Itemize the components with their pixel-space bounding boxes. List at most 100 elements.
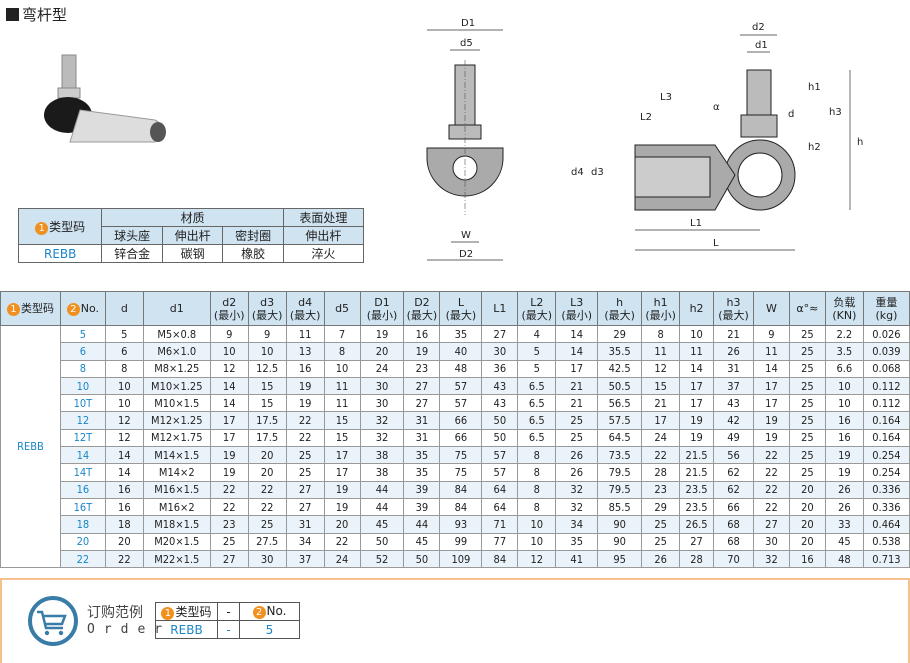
cell: 26 <box>824 480 864 499</box>
section-title: 弯杆型 <box>6 4 67 25</box>
cell: 8 <box>517 446 557 465</box>
cell: 28 <box>641 463 681 482</box>
cell: 0.068 <box>862 359 910 378</box>
column-header: h1 (最小) <box>641 291 681 326</box>
cell: 12 <box>641 359 681 378</box>
cell: 20 <box>104 532 144 551</box>
cell: 23 <box>641 480 681 499</box>
cell: 24 <box>641 428 681 448</box>
cell: 73.5 <box>597 446 643 465</box>
cell: 35 <box>439 324 483 344</box>
label-L3: L3 <box>660 92 672 103</box>
no-cell: 18 <box>59 515 106 534</box>
sub-header: 密封圈 <box>222 226 284 245</box>
table-row: 16 16 M16×1.5 22 22 27 19 44 39 84 64 8 32 79.5 23 23.5… <box>1 480 910 499</box>
cell: 5 <box>104 324 144 344</box>
cell: M14×2 <box>142 463 211 482</box>
cell: 22 <box>752 480 790 499</box>
cell: 50 <box>359 532 405 551</box>
cell: 12 <box>104 411 144 430</box>
cell: 8 <box>323 342 361 361</box>
table-row: 10 10 M10×1.25 14 15 19 11 30 27 57 43 6.5 21 50.5 15 1… <box>1 376 910 396</box>
cell: 26 <box>824 497 864 517</box>
table-row: 18 18 M18×1.5 23 25 31 20 45 44 93 71 10 34 90 25 26.5 6… <box>1 515 910 534</box>
order-example: 订购范例 Order 1 类型码 -2 No. REBB -5 <box>0 578 910 663</box>
cell: M14×1.5 <box>142 446 211 465</box>
cell: 45 <box>359 515 405 534</box>
cell: 90 <box>597 532 643 551</box>
cell: M12×1.75 <box>142 428 211 448</box>
cell: 34 <box>285 532 325 551</box>
order-title-en: Order <box>87 622 172 637</box>
cell: 25 <box>788 463 826 482</box>
cell: 38 <box>359 463 405 482</box>
cell: 39 <box>403 480 441 499</box>
cell: 14 <box>104 463 144 482</box>
cell: 10 <box>209 342 249 361</box>
cell: 25 <box>641 515 681 534</box>
cell: 19 <box>209 446 249 465</box>
cell: 17 <box>323 446 361 465</box>
cell: 17 <box>752 376 790 396</box>
cell: 22 <box>209 497 249 517</box>
cell: 84 <box>439 480 483 499</box>
column-header: 重量 (kg) <box>862 291 910 326</box>
product-photo <box>44 54 166 143</box>
cell: 56.5 <box>597 394 643 413</box>
dash: - <box>217 620 240 639</box>
dash: - <box>217 602 240 621</box>
cell: 20 <box>788 480 826 499</box>
cell: 68 <box>713 515 754 534</box>
cell: 27 <box>403 376 441 396</box>
cell: 0.464 <box>862 515 910 534</box>
cell: 9 <box>247 324 287 344</box>
no-cell: 6 <box>59 342 106 361</box>
cell: 20 <box>359 342 405 361</box>
cell: 31 <box>713 359 754 378</box>
label-d1: d1 <box>755 40 768 51</box>
cell: 34 <box>555 515 599 534</box>
square-bullet-icon <box>6 8 19 21</box>
no-cell: 22 <box>59 549 106 569</box>
cell: 27 <box>481 324 519 344</box>
cell: 32 <box>359 411 405 430</box>
label-L: L <box>713 238 719 249</box>
no-cell: 16T <box>59 497 106 517</box>
cell: M10×1.5 <box>142 394 211 413</box>
cell: 5 <box>517 342 557 361</box>
cell: 10 <box>104 376 144 396</box>
cell: 5 <box>517 359 557 378</box>
cell: 99 <box>439 532 483 551</box>
cell: 22 <box>641 446 681 465</box>
table-row: 8 8 M8×1.25 12 12.5 16 10 24 23 48 36 5 17 42.5 12 14 31… <box>1 359 910 378</box>
cell: 12 <box>104 428 144 448</box>
label-D2: D2 <box>459 249 473 260</box>
cell: 20 <box>323 515 361 534</box>
table-row: 12 12 M12×1.25 17 17.5 22 15 32 31 66 50 6.5 25 57.5 1… <box>1 411 910 430</box>
order-title-cn: 订购范例 <box>87 605 143 621</box>
cell: 79.5 <box>597 463 643 482</box>
cell: 0.336 <box>862 480 910 499</box>
column-header: d1 <box>142 291 211 326</box>
cell: 75 <box>439 463 483 482</box>
cell: 17 <box>679 376 715 396</box>
column-header: L3 (最小) <box>555 291 599 326</box>
cell: 31 <box>403 428 441 448</box>
cell: M6×1.0 <box>142 342 211 361</box>
column-header: h (最大) <box>597 291 643 326</box>
cell: 43 <box>481 394 519 413</box>
cell: 15 <box>247 376 287 396</box>
cell: 62 <box>713 480 754 499</box>
cell: 淬火 <box>282 244 365 263</box>
cell: 37 <box>713 376 754 396</box>
cell: 30 <box>247 549 287 569</box>
table-row: 6 6 M6×1.0 10 10 13 8 20 19 40 30 5 14 35.5 11 11 26 11 25… <box>1 342 910 361</box>
cell: 6.5 <box>517 394 557 413</box>
cell: 14 <box>209 376 249 396</box>
cell: 19 <box>323 480 361 499</box>
cell: 50 <box>403 549 441 569</box>
label-L2: L2 <box>640 112 652 123</box>
cell: 19 <box>824 463 864 482</box>
cell: 44 <box>359 497 405 517</box>
cell: 3.5 <box>824 342 864 361</box>
